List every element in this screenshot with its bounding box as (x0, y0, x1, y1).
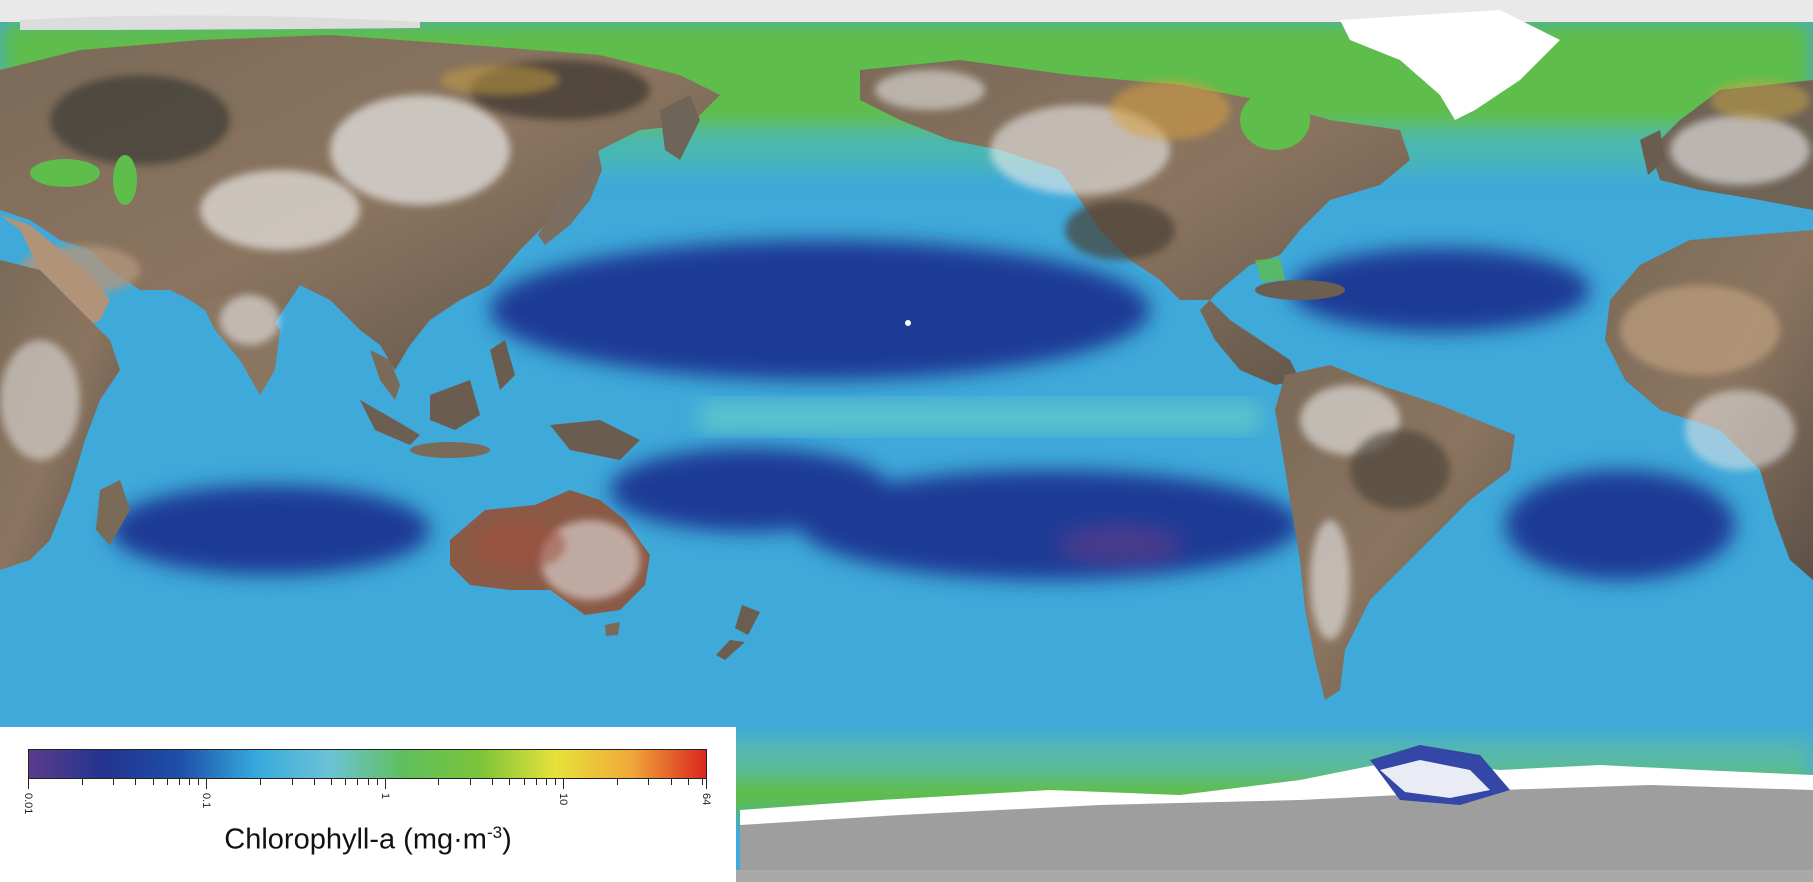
australia-land (450, 490, 650, 636)
minor-tick (178, 779, 180, 785)
colorbar-ticks (28, 779, 707, 791)
major-tick (563, 779, 565, 789)
minor-tick (345, 779, 347, 785)
minor-tick (357, 779, 359, 785)
minor-tick (166, 779, 168, 785)
north-america-land (860, 60, 1410, 385)
japan-land (538, 95, 700, 245)
tick-label: 1 (378, 793, 391, 800)
antarctica (740, 745, 1813, 882)
legend-title: Chlorophyll-a (mg·m-3) (0, 823, 736, 857)
minor-tick (198, 779, 200, 785)
colorbar (28, 749, 707, 779)
oligotrophic-gyres (110, 240, 1735, 580)
minor-tick (687, 779, 689, 785)
southeast-asia-land (360, 340, 640, 460)
tick-label: 10 (557, 793, 570, 806)
major-tick (706, 779, 707, 789)
south-america-land (1275, 365, 1515, 700)
minor-tick (648, 779, 650, 785)
legend-title-close: ) (502, 823, 512, 856)
tick-label: 64 (700, 793, 712, 806)
minor-tick (523, 779, 525, 785)
minor-tick (545, 779, 547, 785)
minor-tick (616, 779, 618, 785)
legend-title-main: Chlorophyll-a (mg·m (224, 823, 487, 856)
equatorial-upwelling (700, 402, 1260, 432)
africa-west-edge (0, 260, 130, 570)
minor-tick (438, 779, 440, 785)
minor-tick (135, 779, 137, 785)
minor-tick (113, 779, 115, 785)
india-land (200, 290, 280, 395)
minor-tick (509, 779, 511, 785)
minor-tick (260, 779, 262, 785)
minor-tick (81, 779, 83, 785)
tick-label: 0.1 (200, 793, 213, 809)
hawaii-island (905, 320, 911, 326)
tick-label: 0.01 (22, 793, 34, 815)
major-tick (206, 779, 208, 789)
legend-title-exponent: -3 (486, 823, 503, 842)
minor-tick (313, 779, 315, 785)
major-tick (384, 779, 386, 789)
minor-tick (152, 779, 154, 785)
minor-tick (331, 779, 333, 785)
minor-tick (367, 779, 369, 785)
minor-tick (291, 779, 293, 785)
minor-tick (701, 779, 703, 785)
new-zealand-land (716, 605, 760, 660)
minor-tick (376, 779, 378, 785)
minor-tick (670, 779, 672, 785)
minor-tick (535, 779, 537, 785)
minor-tick (469, 779, 471, 785)
eurasia-land (0, 35, 720, 370)
major-tick (28, 779, 29, 789)
colorbar-legend: 0.01 0.1 1 10 64 Chlorophyll-a (mg·m-3) (0, 727, 736, 882)
minor-tick (555, 779, 557, 785)
africa-east-edge (1605, 80, 1813, 580)
arctic-ice (0, 0, 1813, 120)
minor-tick (189, 779, 191, 785)
minor-tick (492, 779, 494, 785)
